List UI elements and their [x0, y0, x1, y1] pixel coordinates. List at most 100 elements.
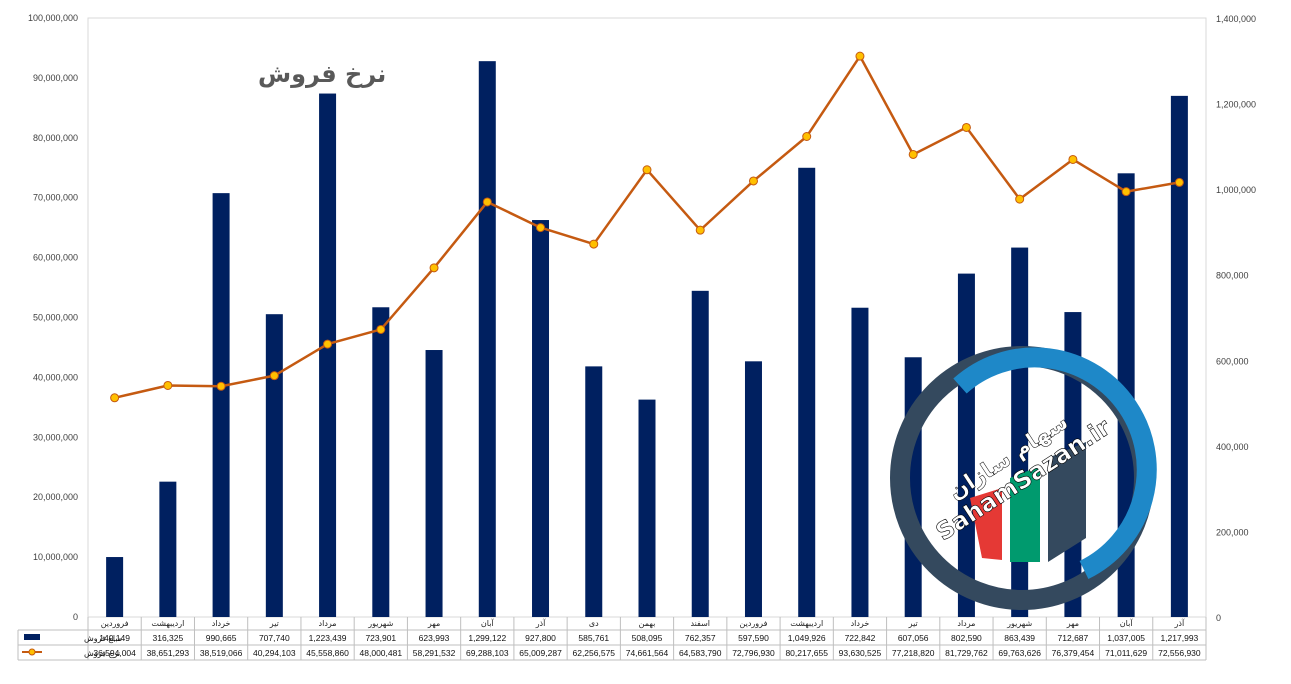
- left-tick-label: 10,000,000: [33, 552, 78, 562]
- category-label: تیر: [908, 619, 918, 628]
- bar: [212, 193, 230, 617]
- bar: [744, 361, 762, 617]
- line-point: [1121, 187, 1131, 197]
- category-label: آبان: [1120, 618, 1134, 628]
- table-cell-bar-value: 597,590: [738, 633, 769, 643]
- bar: [106, 557, 124, 617]
- right-tick-label: 1,200,000: [1216, 100, 1256, 110]
- category-label: خرداد: [212, 619, 231, 628]
- table-cell-bar-value: 712,687: [1058, 633, 1089, 643]
- line-series: [110, 51, 1184, 403]
- line-point: [695, 225, 705, 235]
- table-cell-bar-value: 762,357: [685, 633, 716, 643]
- line-point: [642, 165, 652, 175]
- line-point: [536, 223, 546, 233]
- left-tick-label: 30,000,000: [33, 432, 78, 442]
- right-tick-label: 0: [1216, 613, 1221, 623]
- data-table: فروردین اردیبهشت خرداد تیر مرداد شهریور مهر آبا…: [17, 617, 1207, 661]
- right-tick-label: 1,400,000: [1216, 14, 1256, 24]
- category-label: مهر: [1066, 619, 1079, 628]
- line-point: [110, 393, 120, 403]
- table-cell-bar-value: 707,740: [259, 633, 290, 643]
- table-cell-bar-value: 802,590: [951, 633, 982, 643]
- table-cell-line-value: 38,651,293: [147, 648, 190, 658]
- logo-bar-red: [970, 488, 1002, 560]
- line-point: [908, 149, 918, 159]
- table-cell-line-value: 80,217,655: [785, 648, 828, 658]
- logo-bar-dark: [1048, 442, 1086, 562]
- left-y-axis: 0 10,000,000 20,000,000 30,000,000 40,000,00…: [28, 13, 78, 622]
- table-cell-bar-value: 1,217,993: [1160, 633, 1198, 643]
- category-label: خرداد: [851, 619, 870, 628]
- legend-key-marker: [28, 648, 36, 656]
- legend-label-line: نرخ فروش: [84, 649, 120, 658]
- line-point: [163, 380, 173, 390]
- category-label: بهمن: [639, 619, 656, 628]
- table-cell-line-value: 62,256,575: [572, 648, 615, 658]
- table-cell-line-value: 48,000,481: [360, 648, 403, 658]
- category-label: آذر: [535, 618, 546, 628]
- category-label: مرداد: [319, 619, 337, 628]
- table-cell-line-value: 64,583,790: [679, 648, 722, 658]
- table-cell-line-value: 69,288,103: [466, 648, 509, 658]
- line-point: [482, 197, 492, 207]
- table-cell-line-value: 77,218,820: [892, 648, 935, 658]
- line-point: [802, 131, 812, 141]
- table-cell-line-value: 74,661,564: [626, 648, 669, 658]
- right-tick-label: 400,000: [1216, 442, 1249, 452]
- line-point: [589, 239, 599, 249]
- table-cell-bar-value: 316,325: [152, 633, 183, 643]
- table-cell-line-value: 81,729,762: [945, 648, 988, 658]
- right-tick-label: 600,000: [1216, 356, 1249, 366]
- bar: [478, 61, 496, 617]
- table-cell-line-value: 72,556,930: [1158, 648, 1201, 658]
- logo-arc: [953, 347, 1157, 579]
- category-label: اردیبهشت: [151, 619, 184, 628]
- table-cell-bar-value: 927,800: [525, 633, 556, 643]
- line-point: [1174, 177, 1184, 187]
- table-cell-bar-value: 1,223,439: [309, 633, 347, 643]
- legend-key-bar: [24, 634, 40, 640]
- line-point: [429, 263, 439, 273]
- table-cell-bar-value: 508,095: [632, 633, 663, 643]
- table-cell-bar-value: 1,299,122: [468, 633, 506, 643]
- table-cell-line-value: 72,796,930: [732, 648, 775, 658]
- bar: [957, 273, 975, 617]
- bar: [319, 93, 337, 617]
- line-point: [855, 51, 865, 61]
- bar: [638, 399, 656, 617]
- left-tick-label: 50,000,000: [33, 313, 78, 323]
- left-tick-label: 90,000,000: [33, 73, 78, 83]
- bar: [851, 307, 869, 617]
- table-cell-line-value: 65,009,287: [519, 648, 562, 658]
- table-cell-line-value: 38,519,066: [200, 648, 243, 658]
- category-label: آبان: [481, 618, 495, 628]
- category-label: فروردین: [740, 619, 768, 628]
- table-cell-bar-value: 990,665: [206, 633, 237, 643]
- category-label: دی: [589, 619, 599, 628]
- category-label: اسفند: [690, 619, 710, 628]
- legend-label-bar: مبلغ فروش: [84, 634, 122, 643]
- bar: [1170, 95, 1188, 618]
- bar: [585, 366, 603, 617]
- table-cell-line-value: 76,379,454: [1052, 648, 1095, 658]
- bar-series: [106, 61, 1188, 618]
- category-label: مرداد: [957, 619, 975, 628]
- line-point: [376, 324, 386, 334]
- table-cell-line-value: 58,291,532: [413, 648, 456, 658]
- right-tick-label: 200,000: [1216, 527, 1249, 537]
- table-cell-bar-value: 607,056: [898, 633, 929, 643]
- bar: [372, 307, 390, 617]
- logo-bar-green: [1010, 466, 1040, 562]
- table-cell-bar-value: 623,993: [419, 633, 450, 643]
- table-cell-line-value: 71,011,629: [1105, 648, 1147, 658]
- bar: [532, 220, 550, 617]
- line-point: [323, 339, 333, 349]
- table-cell-bar-value: 1,049,926: [788, 633, 826, 643]
- chart-title: نرخ فروش: [258, 60, 386, 88]
- table-cell-bar-value: 1,037,005: [1107, 633, 1145, 643]
- bar: [425, 350, 443, 617]
- left-tick-label: 60,000,000: [33, 253, 78, 263]
- category-label: فروردین: [101, 619, 129, 628]
- bar: [798, 167, 816, 617]
